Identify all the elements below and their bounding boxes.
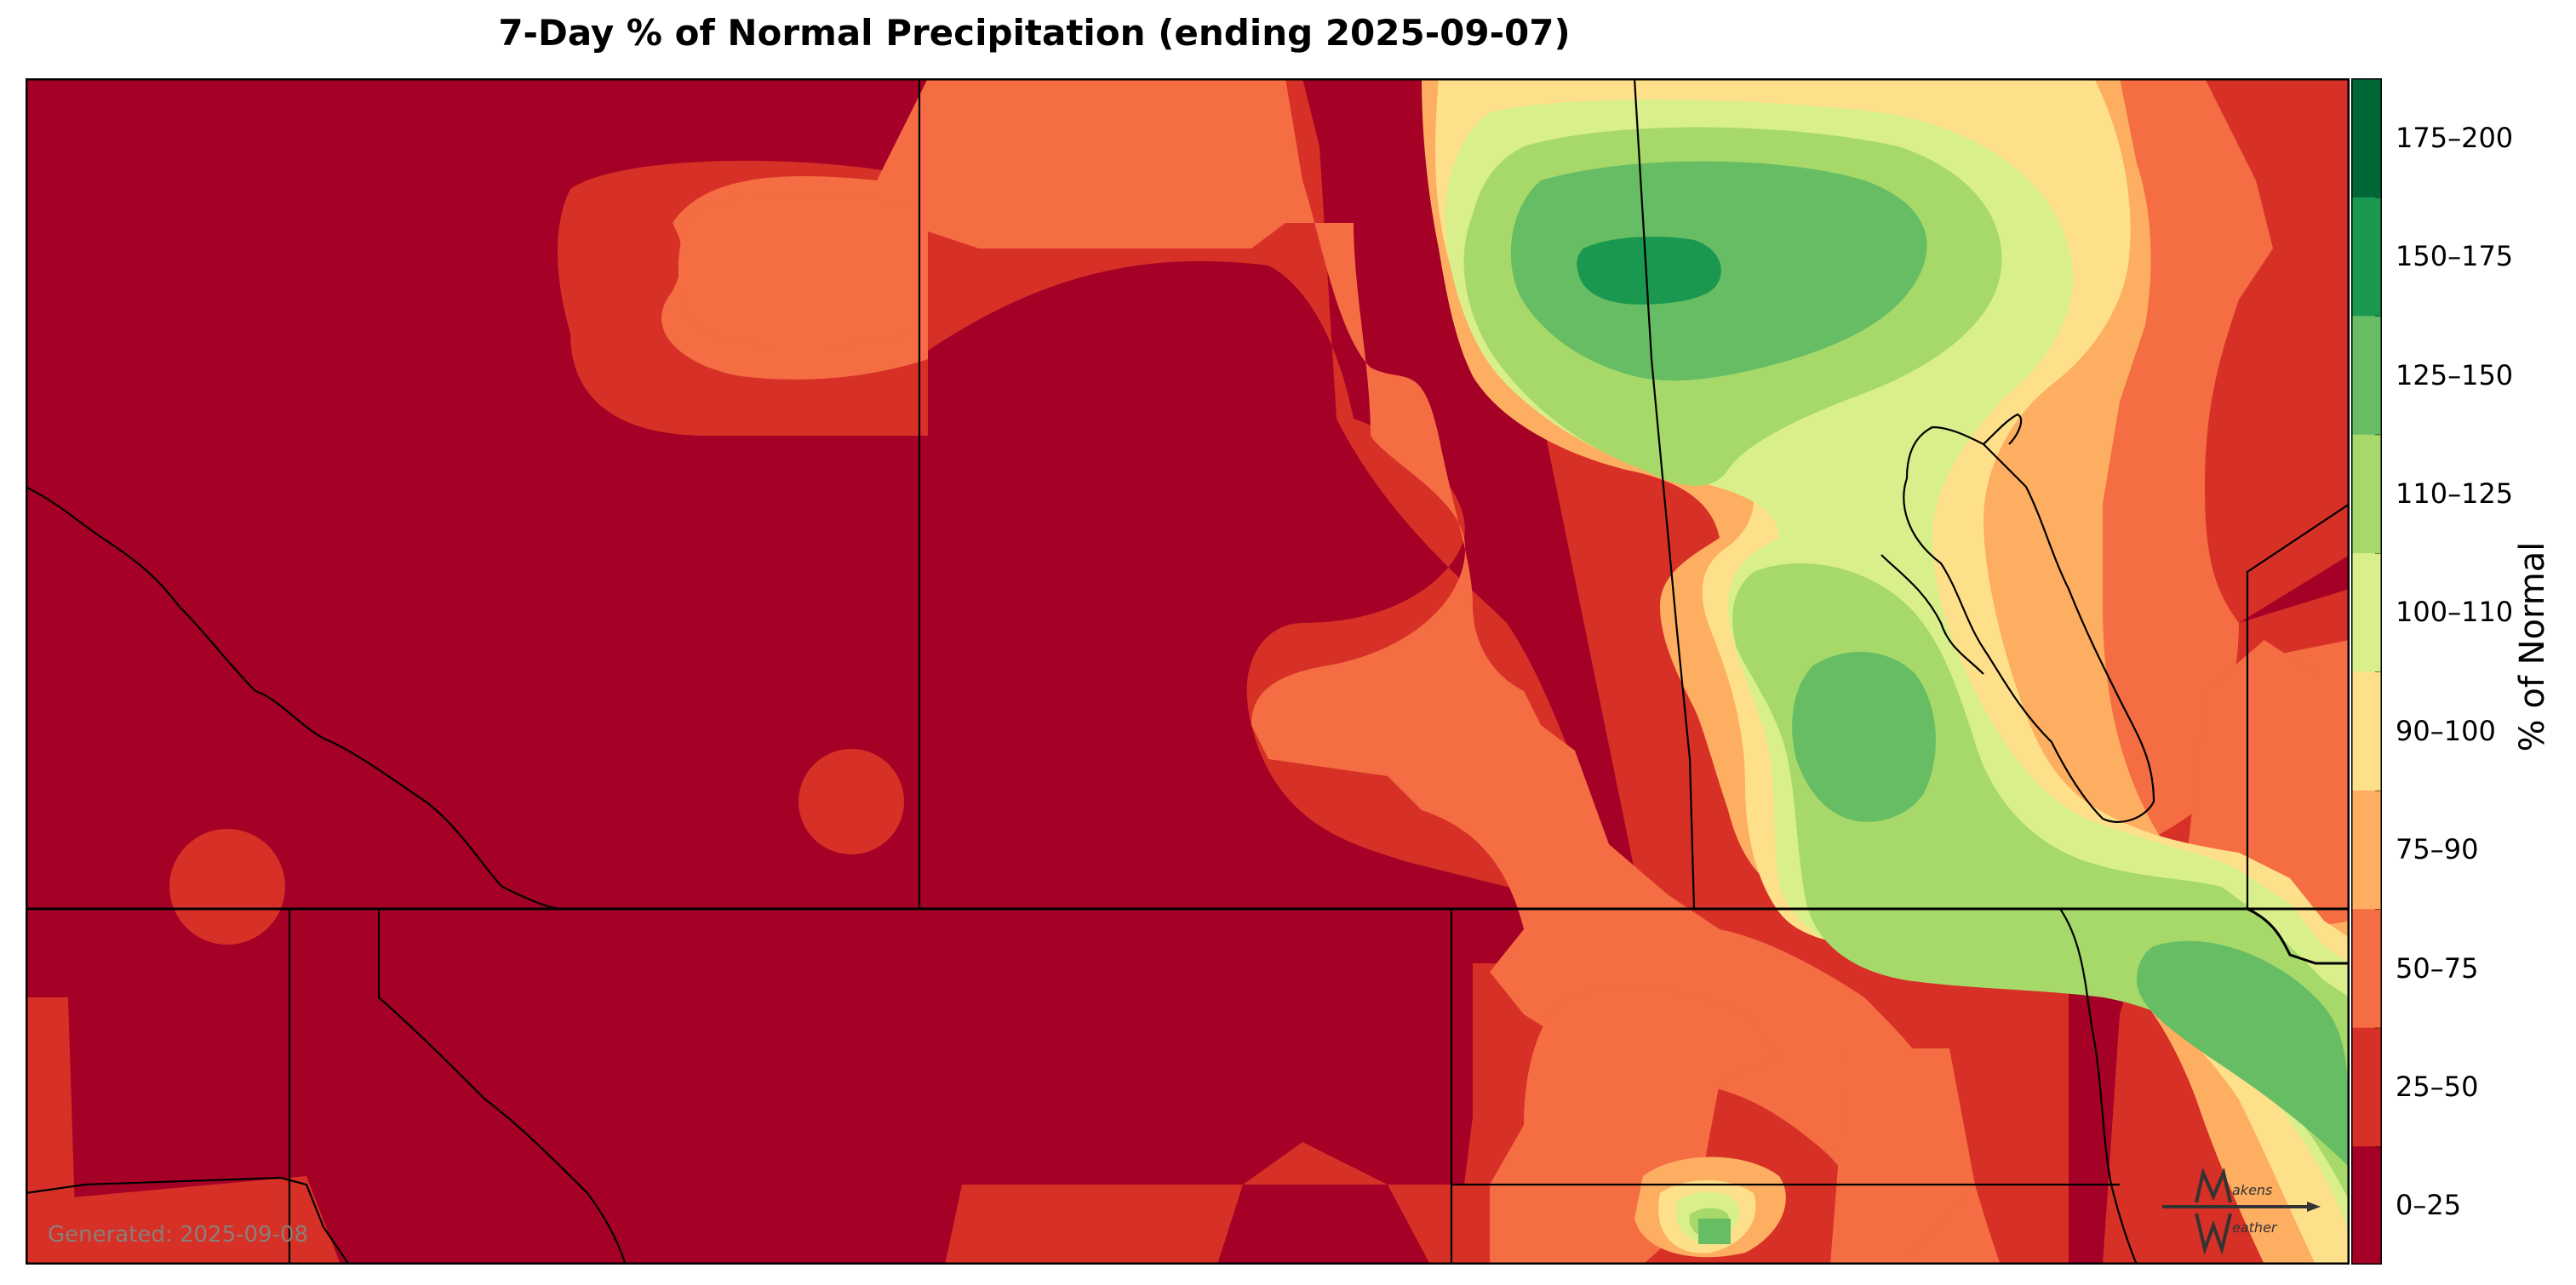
colorbar-bin: [2351, 197, 2382, 317]
logo-text-top: akens: [2232, 1182, 2272, 1198]
colorbar-tick-label: 110–125: [2396, 477, 2514, 510]
colorbar-tick-label: 90–100: [2396, 714, 2496, 747]
generated-note: Generated: 2025-09-08: [48, 1222, 309, 1248]
field-150-175: [1577, 237, 1721, 305]
colorbar-bin: [2351, 434, 2382, 554]
colorbar-tick-label: 75–90: [2396, 833, 2479, 866]
province-border-ontario: [2246, 503, 2350, 909]
colorbar-tick-label: 100–110: [2396, 596, 2514, 629]
state-border-2: [377, 909, 627, 1265]
colorbar-bin: [2351, 78, 2382, 197]
colorbar-bin: [2351, 315, 2382, 435]
colorbar: [2351, 78, 2382, 1265]
colorbar-tick-label: 0–25: [2396, 1189, 2462, 1222]
precipitation-map: [26, 78, 2350, 1265]
colorbar-bin: [2351, 552, 2382, 672]
colorbar-tick-label: 25–50: [2396, 1070, 2479, 1103]
state-border-5: [26, 1176, 350, 1265]
river-west: [26, 486, 563, 911]
lake-manitoba: [1880, 554, 1984, 675]
precip-fields: [26, 78, 2350, 1265]
makens-weather-logo: akens eather: [2162, 1167, 2321, 1256]
colorbar-tick-label: 50–75: [2396, 951, 2479, 985]
colorbar-bin: [2351, 908, 2382, 1028]
province-border-east: [1633, 78, 1696, 910]
boundary-lines: [26, 78, 2350, 1265]
colorbar-tick-label: 150–175: [2396, 240, 2514, 273]
colorbar-title: % of Normal: [2513, 541, 2552, 752]
colorbar-tick-label: 175–200: [2396, 121, 2514, 154]
map-frame: [26, 78, 2350, 1265]
map-title: 7-Day % of Normal Precipitation (ending …: [498, 12, 1571, 54]
colorbar-bin: [2351, 1145, 2382, 1265]
lake-winnipeg: [1903, 425, 2155, 823]
lake-border: [2247, 907, 2350, 965]
logo-text-bottom: eather: [2232, 1219, 2278, 1236]
colorbar-bin: [2351, 671, 2382, 791]
lake-winnipeg-north: [1983, 413, 2023, 445]
colorbar-bin: [2351, 790, 2382, 910]
colorbar-bin: [2351, 1027, 2382, 1147]
colorbar-tick-label: 125–150: [2396, 358, 2514, 391]
red-river: [2059, 908, 2138, 1265]
